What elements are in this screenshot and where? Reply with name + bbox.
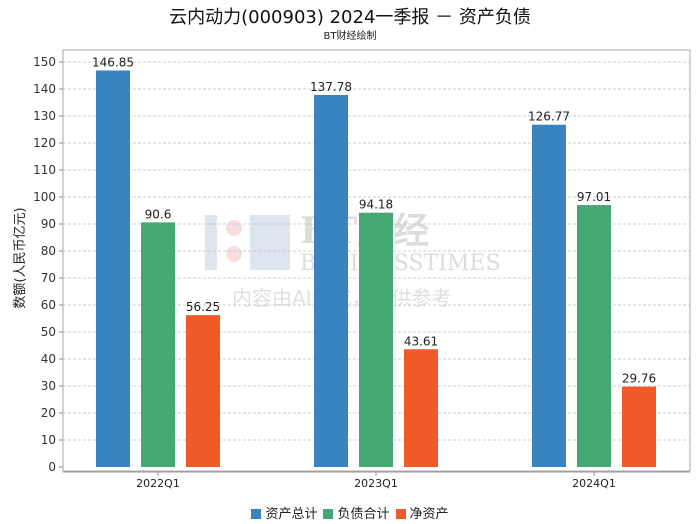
y-tick-label: 70 <box>41 271 56 285</box>
y-tick-label: 0 <box>48 460 56 474</box>
y-tick-label: 20 <box>41 406 56 420</box>
legend-label: 净资产 <box>409 507 449 522</box>
bar <box>622 386 656 467</box>
x-tick-label: 2023Q1 <box>354 477 398 490</box>
data-label: 137.78 <box>310 80 352 94</box>
y-tick-label: 90 <box>41 217 56 231</box>
x-tick-label: 2024Q1 <box>572 477 616 490</box>
legend-item: 资产总计 <box>251 503 317 522</box>
y-tick-label: 60 <box>41 298 56 312</box>
bar <box>141 222 175 467</box>
legend: 资产总计 负债合计 净资产 <box>0 503 700 522</box>
data-label: 146.85 <box>92 56 134 70</box>
bar <box>532 124 566 467</box>
plot-frame <box>62 49 691 472</box>
legend-swatch <box>323 509 334 519</box>
y-tick-label: 110 <box>33 163 56 177</box>
data-label: 29.76 <box>622 372 656 386</box>
bar <box>96 70 130 467</box>
y-tick-label: 10 <box>41 433 56 447</box>
legend-label: 负债合计 <box>337 507 390 522</box>
y-tick-label: 130 <box>33 109 56 123</box>
bar <box>314 94 348 467</box>
legend-swatch <box>251 509 262 519</box>
data-label: 90.6 <box>145 207 172 221</box>
x-tick-label: 2022Q1 <box>136 477 180 490</box>
bar <box>186 315 220 467</box>
data-label: 43.61 <box>404 334 438 348</box>
legend-label: 资产总计 <box>265 507 318 522</box>
chart-title: 云内动力(000903) 2024一季报 － 资产负债 <box>169 7 531 28</box>
bar <box>359 212 393 467</box>
data-label: 56.25 <box>186 300 220 314</box>
y-tick-label: 50 <box>41 325 56 339</box>
y-tick-label: 150 <box>33 55 56 69</box>
data-label: 94.18 <box>359 198 393 212</box>
y-tick-label: 140 <box>33 82 56 96</box>
bar <box>577 205 611 467</box>
y-tick-label: 80 <box>41 244 56 258</box>
y-axis-label: 数额(人民币亿元) <box>13 207 28 308</box>
watermark: BT财经 BUSINESSTIMES 内容由AI生成，仅供参考 <box>205 210 501 310</box>
y-tick-label: 120 <box>33 136 56 150</box>
chart-subtitle: BT财经绘制 <box>323 31 377 42</box>
legend-swatch <box>395 509 406 519</box>
y-tick-label: 100 <box>33 190 56 204</box>
y-tick-label: 40 <box>41 352 56 366</box>
data-label: 126.77 <box>528 110 570 124</box>
data-label: 97.01 <box>577 190 611 204</box>
legend-item: 净资产 <box>395 503 449 522</box>
bar <box>404 349 438 467</box>
y-tick-label: 30 <box>41 379 56 393</box>
legend-item: 负债合计 <box>323 503 390 522</box>
